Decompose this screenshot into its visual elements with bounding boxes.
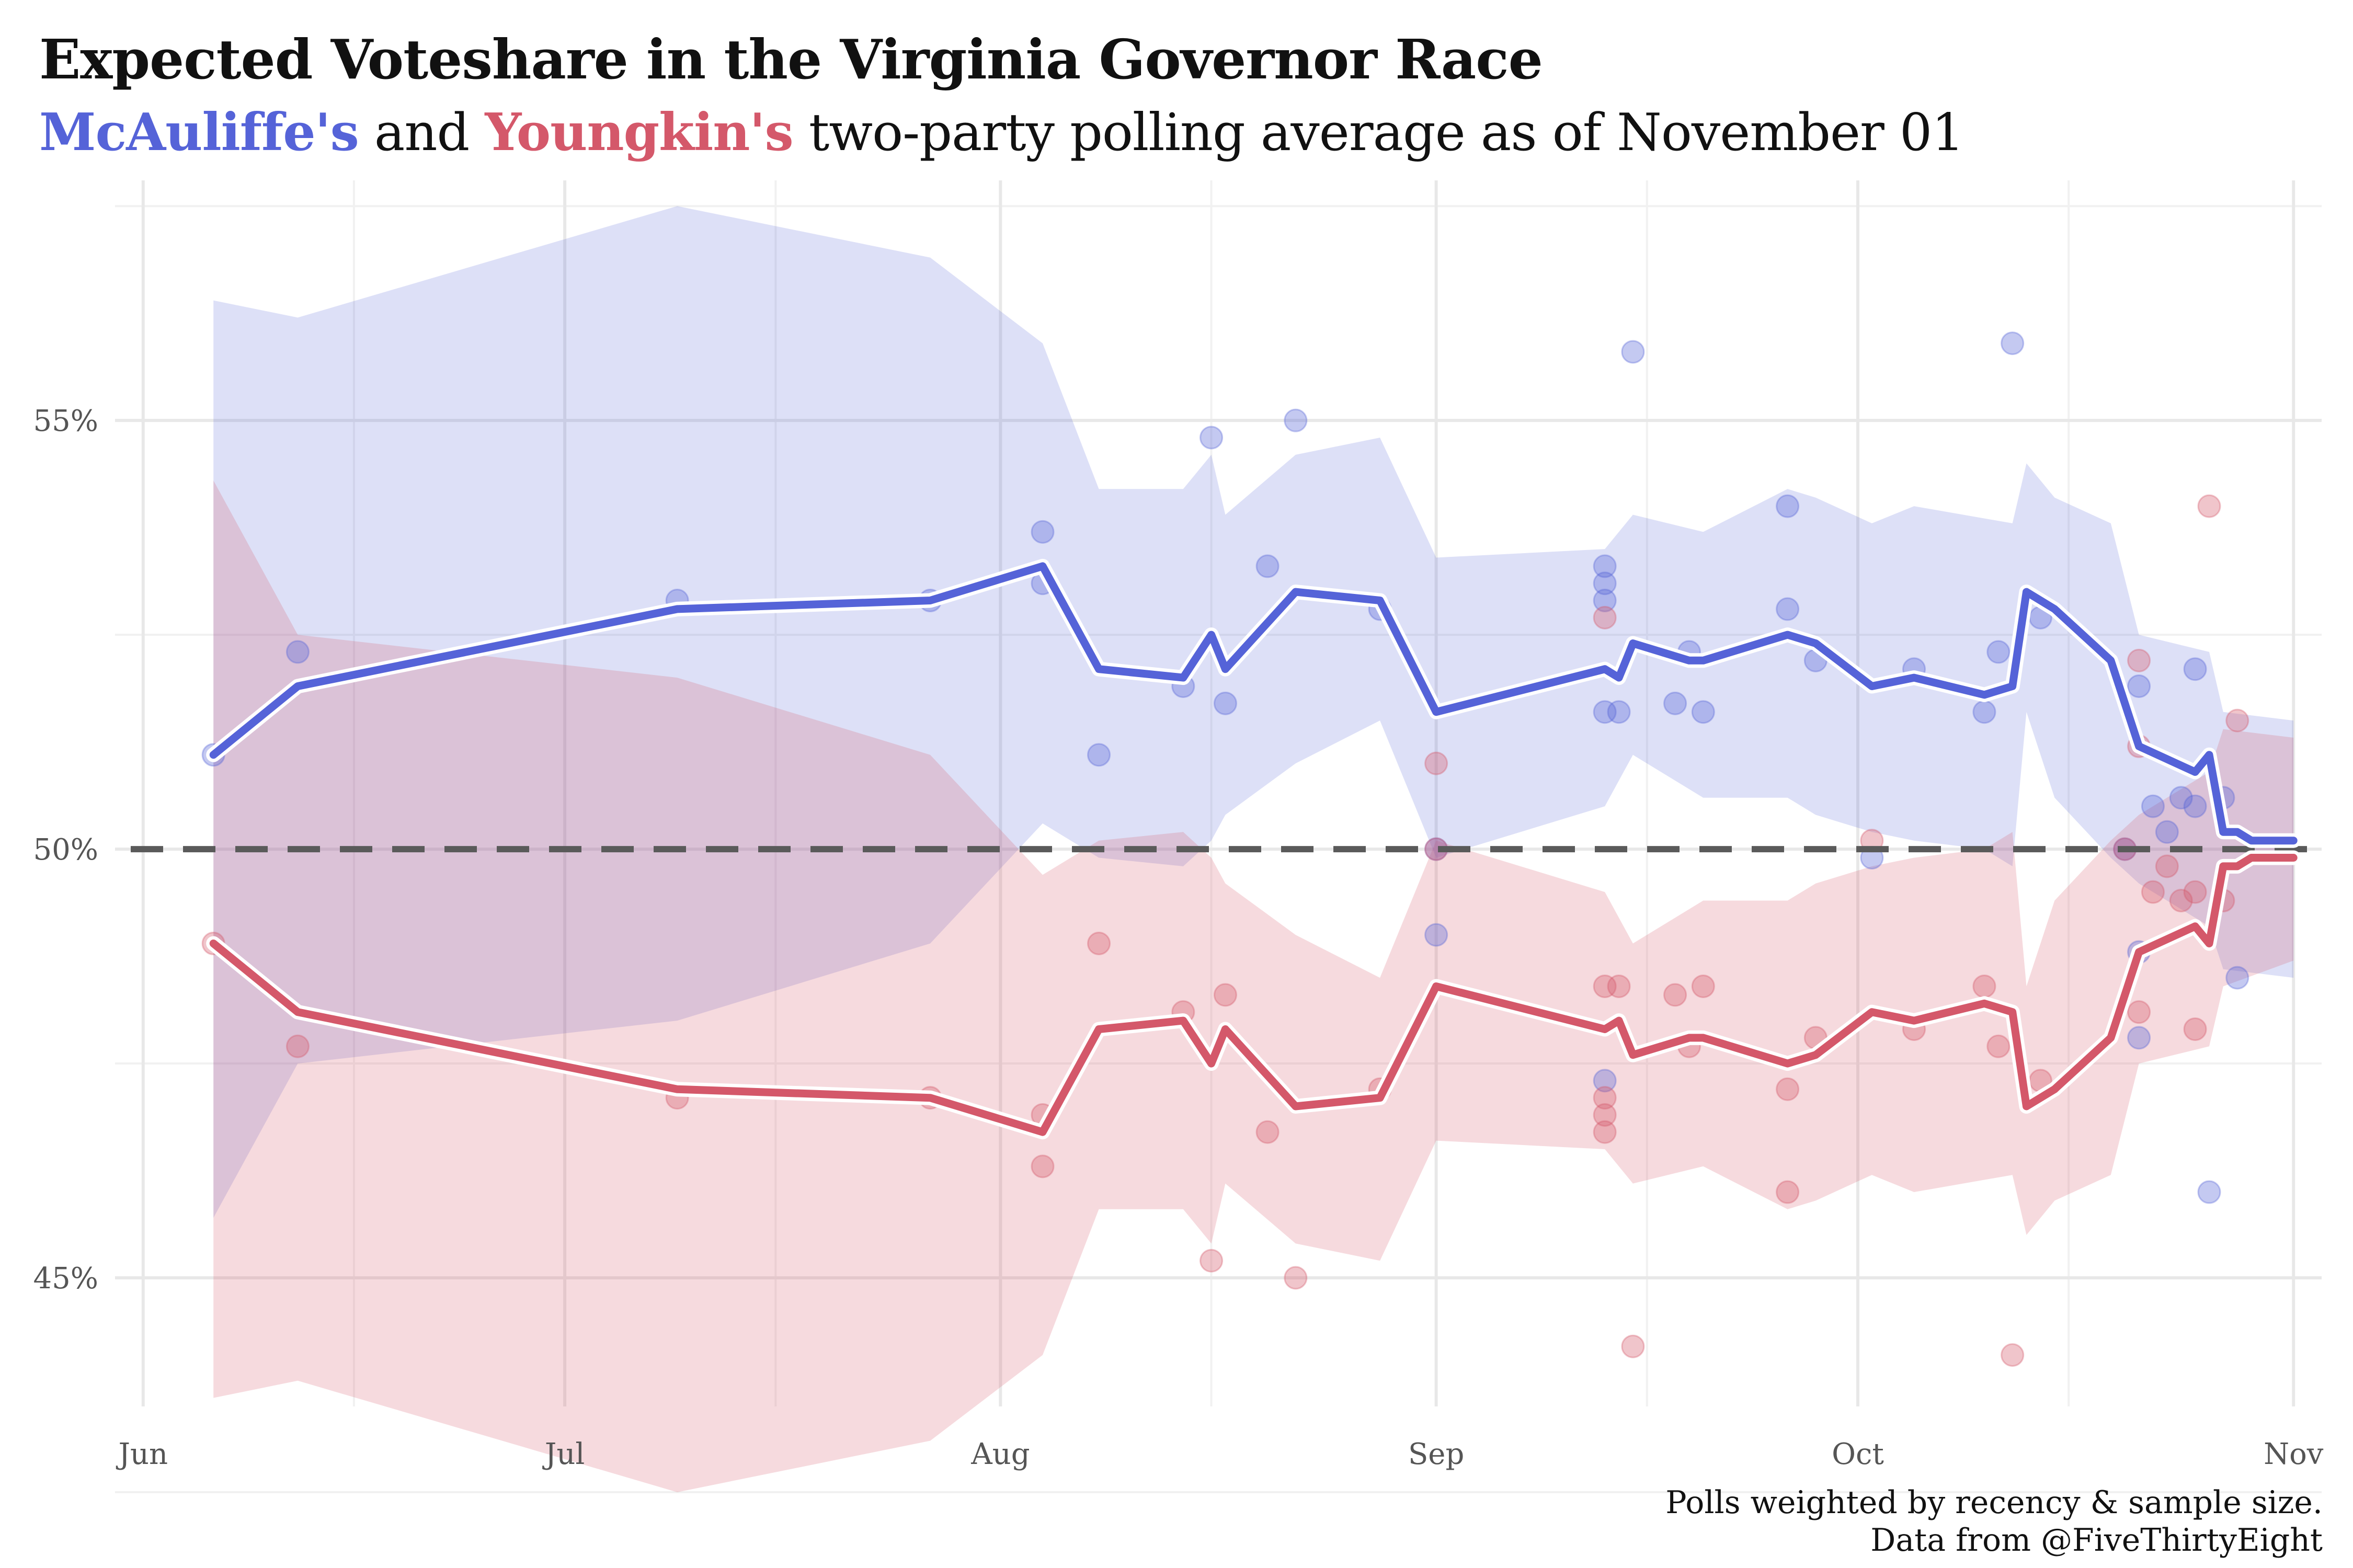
poll-point-youngkin (2001, 1343, 2025, 1367)
x-tick-label: Sep (1408, 1437, 1464, 1471)
subtitle-youngkin: Youngkin's (485, 102, 793, 163)
poll-point-youngkin (1621, 1334, 1645, 1358)
poll-point-mcauliffe (1593, 589, 1617, 613)
poll-point-youngkin (1255, 1120, 1280, 1144)
poll-point-youngkin (2197, 494, 2221, 518)
poll-point-youngkin (1424, 751, 1448, 775)
poll-point-mcauliffe (1986, 640, 2011, 664)
subtitle-and: and (358, 103, 485, 163)
poll-point-mcauliffe (1776, 597, 1800, 621)
y-tick-label: 45% (33, 1262, 98, 1296)
poll-point-youngkin (1776, 1180, 1800, 1204)
poll-point-youngkin (2141, 880, 2165, 904)
poll-point-youngkin (1607, 974, 1631, 998)
chart-title: Expected Voteshare in the Virginia Gover… (39, 27, 1543, 91)
poll-point-youngkin (2225, 708, 2249, 733)
subtitle-rest: two-party polling average as of November… (793, 103, 1964, 163)
poll-point-mcauliffe (1972, 700, 1996, 724)
x-tick-label: Nov (2264, 1437, 2324, 1471)
average-lines (206, 558, 2301, 1140)
poll-point-mcauliffe (2141, 794, 2165, 818)
poll-point-youngkin (1593, 1120, 1617, 1144)
poll-point-youngkin (1776, 1077, 1800, 1101)
poll-point-mcauliffe (1621, 340, 1645, 364)
confidence-band-youngkin (213, 480, 2294, 1492)
poll-point-youngkin (2183, 1017, 2207, 1041)
poll-point-mcauliffe (1087, 743, 1111, 767)
poll-point-youngkin (1593, 605, 1617, 630)
poll-point-youngkin (1972, 974, 1996, 998)
x-tick-label: Oct (1832, 1437, 1884, 1471)
poll-point-mcauliffe (1284, 408, 1308, 432)
average-line-youngkin (209, 854, 2298, 1136)
grid (115, 180, 2322, 1493)
poll-point-youngkin (1031, 1154, 1055, 1178)
poll-point-youngkin (1593, 1086, 1617, 1110)
poll-point-mcauliffe (1593, 1069, 1617, 1093)
poll-point-mcauliffe (2155, 820, 2179, 844)
poll-point-mcauliffe (2001, 331, 2025, 356)
confidence-bands (213, 206, 2294, 1492)
y-tick-label: 50% (33, 833, 98, 867)
caption-line-2: Data from @FiveThirtyEight (1870, 1522, 2323, 1559)
poll-point-mcauliffe (2183, 657, 2207, 681)
poll-point-youngkin (1284, 1266, 1308, 1290)
poll-point-mcauliffe (1200, 426, 1224, 450)
poll-point-mcauliffe (1607, 700, 1631, 724)
poll-point-mcauliffe (1424, 923, 1448, 947)
x-tick-label: Aug (970, 1437, 1030, 1471)
poll-point-mcauliffe (2197, 1180, 2221, 1204)
x-tick-label: Jun (116, 1437, 168, 1471)
poll-point-youngkin (1200, 1249, 1224, 1273)
x-tick-label: Jul (542, 1437, 585, 1471)
poll-point-youngkin (2127, 1000, 2151, 1024)
chart-caption: Polls weighted by recency & sample size.… (1665, 1484, 2323, 1559)
poll-point-youngkin (1593, 1103, 1617, 1127)
poll-point-youngkin (2127, 648, 2151, 672)
poll-point-youngkin (1087, 931, 1111, 955)
poll-point-mcauliffe (1593, 554, 1617, 578)
poll-point-mcauliffe (1213, 691, 1237, 715)
poll-point-youngkin (1213, 983, 1237, 1007)
poll-point-mcauliffe (1691, 700, 1715, 724)
poll-point-youngkin (285, 1034, 310, 1058)
poll-point-mcauliffe (2169, 786, 2193, 810)
poll-point-mcauliffe (1776, 494, 1800, 518)
poll-point-mcauliffe (285, 640, 310, 664)
y-tick-label: 55% (33, 404, 98, 438)
average-line-mcauliffe (209, 562, 2298, 845)
poll-point-youngkin (1663, 983, 1687, 1007)
poll-point-mcauliffe (2225, 966, 2249, 990)
subtitle-mcauliffe: McAuliffe's (39, 102, 359, 163)
poll-point-youngkin (1593, 974, 1617, 998)
poll-point-youngkin (2155, 854, 2179, 878)
poll-point-mcauliffe (2183, 794, 2207, 818)
poll-point-mcauliffe (1593, 700, 1617, 724)
poll-point-youngkin (1691, 974, 1715, 998)
axes: 45% 50% 55% Jun Jul Aug Sep Oct Nov (33, 404, 2324, 1471)
poll-point-youngkin (1986, 1034, 2011, 1058)
confidence-band-mcauliffe (213, 206, 2294, 1218)
poll-point-mcauliffe (1593, 571, 1617, 596)
poll-point-mcauliffe (2127, 674, 2151, 699)
poll-point-youngkin (2183, 880, 2207, 904)
poll-point-mcauliffe (1255, 554, 1280, 578)
caption-line-1: Polls weighted by recency & sample size. (1665, 1484, 2323, 1521)
poll-point-mcauliffe (1031, 520, 1055, 544)
poll-point-mcauliffe (2127, 1026, 2151, 1050)
poll-point-youngkin (2169, 888, 2193, 912)
chart-subtitle: McAuliffe's and Youngkin's two-party pol… (39, 102, 1964, 163)
poll-point-mcauliffe (1663, 691, 1687, 715)
